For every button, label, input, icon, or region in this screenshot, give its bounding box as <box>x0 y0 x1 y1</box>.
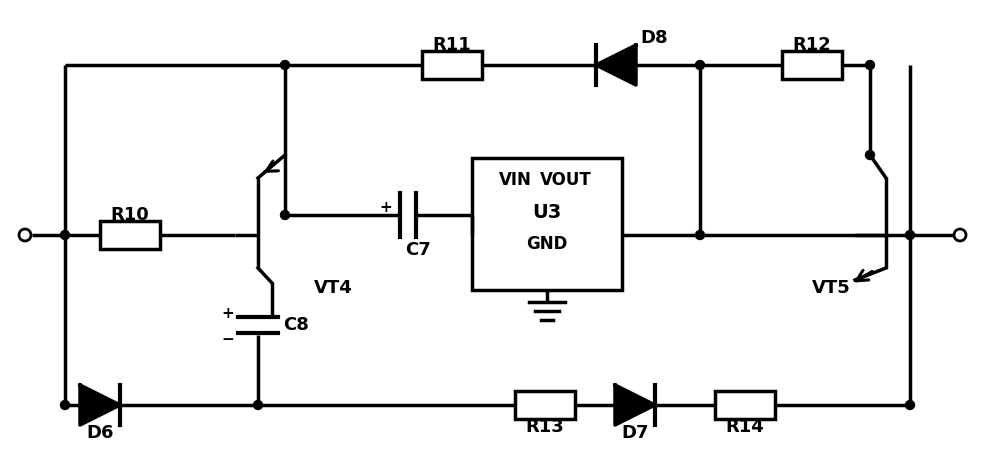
Text: −: − <box>222 332 234 347</box>
Bar <box>782 51 842 79</box>
Text: C8: C8 <box>283 316 309 334</box>
Text: D7: D7 <box>621 424 649 442</box>
Text: +: + <box>380 201 392 216</box>
Circle shape <box>906 230 914 239</box>
Polygon shape <box>80 385 120 425</box>
Text: GND: GND <box>526 235 568 253</box>
Text: VT4: VT4 <box>314 279 352 297</box>
Text: R11: R11 <box>433 36 471 54</box>
Text: R13: R13 <box>526 418 564 436</box>
Circle shape <box>280 211 290 219</box>
Text: +: + <box>222 306 234 320</box>
Bar <box>422 51 482 79</box>
Circle shape <box>696 230 704 239</box>
Polygon shape <box>596 45 636 85</box>
Text: R10: R10 <box>111 206 149 224</box>
Text: U3: U3 <box>532 203 562 221</box>
Circle shape <box>866 60 874 70</box>
Bar <box>472 158 622 290</box>
Text: C7: C7 <box>405 241 431 259</box>
Circle shape <box>254 400 262 409</box>
Circle shape <box>280 60 290 70</box>
Bar <box>515 391 575 419</box>
Bar <box>100 221 160 249</box>
Text: R12: R12 <box>793 36 831 54</box>
Text: D8: D8 <box>640 29 668 47</box>
Circle shape <box>60 400 70 409</box>
Text: D6: D6 <box>86 424 114 442</box>
Circle shape <box>866 151 874 160</box>
Text: VOUT: VOUT <box>540 171 592 189</box>
Text: R14: R14 <box>726 418 764 436</box>
Circle shape <box>906 400 914 409</box>
Circle shape <box>60 230 70 239</box>
Text: VIN: VIN <box>499 171 532 189</box>
Bar <box>715 391 775 419</box>
Circle shape <box>696 60 704 70</box>
Polygon shape <box>615 385 655 425</box>
Text: VT5: VT5 <box>812 279 850 297</box>
